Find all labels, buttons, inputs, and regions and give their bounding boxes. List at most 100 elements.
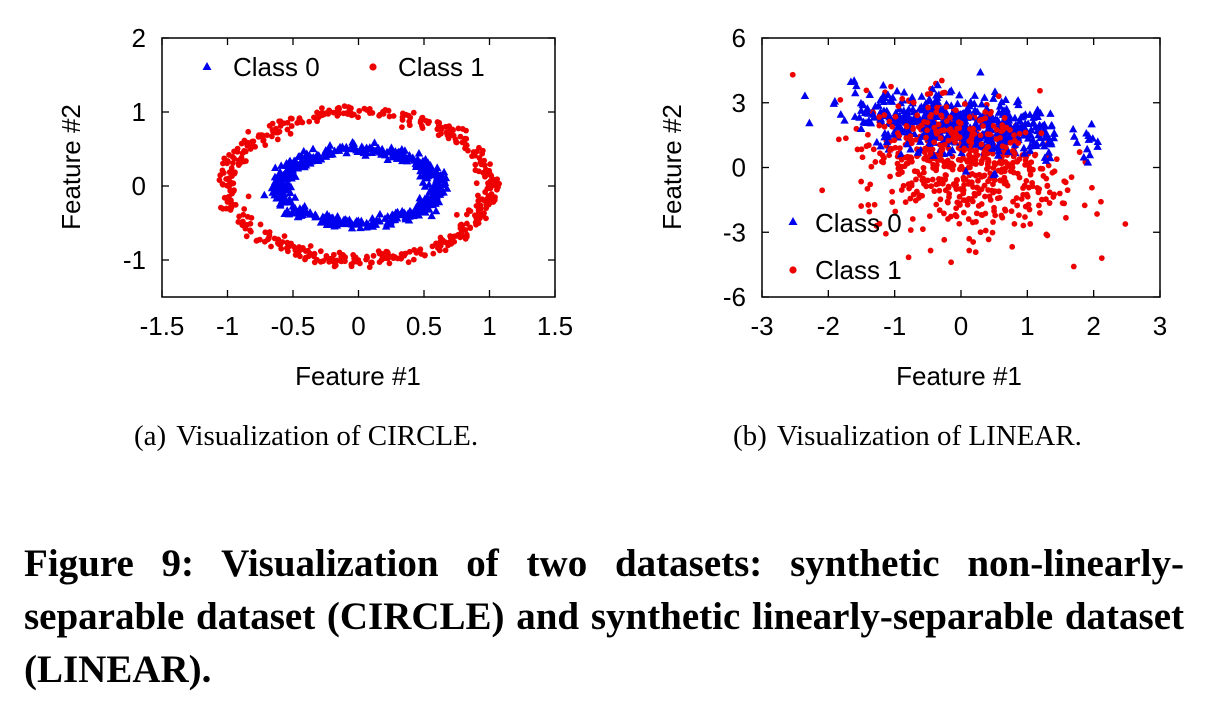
linear-class0-point: [1084, 135, 1093, 143]
linear-class1-point: [945, 137, 952, 144]
linear-class1-point: [977, 229, 984, 236]
circle-class1-point: [248, 214, 255, 221]
circle-class1-point: [318, 112, 324, 119]
linear-class0-point: [836, 110, 846, 118]
linear-class1-point: [1034, 185, 1041, 191]
circle-class0-point: [386, 220, 396, 228]
linear-class1-point: [896, 163, 902, 170]
circle-class0-point: [432, 192, 441, 201]
linear-class0-point: [1033, 105, 1042, 114]
linear-class1-point: [871, 201, 878, 208]
linear-class0-point: [1004, 147, 1013, 155]
linear-class0-point: [1001, 105, 1011, 114]
circle-class0-point: [433, 184, 443, 192]
circle-class0-point: [425, 187, 434, 196]
linear-class1-point: [886, 152, 893, 159]
linear-class0-point: [865, 90, 874, 98]
linear-data-points: [789, 67, 1129, 270]
linear-class0-point: [1019, 111, 1028, 120]
circle-class0-point: [383, 155, 392, 163]
linear-class0-point: [852, 81, 861, 90]
circle-class1-point: [318, 105, 325, 112]
linear-class1-point: [1025, 201, 1032, 208]
linear-x-tick-label: -2: [817, 311, 840, 341]
linear-x-tick-label: 1: [1020, 311, 1034, 341]
circle-class0-point: [322, 210, 332, 218]
linear-class1-point: [972, 249, 979, 256]
circle-class1-point: [457, 133, 464, 140]
circle-class1-point: [223, 194, 230, 201]
linear-class1-point: [899, 95, 906, 102]
circle-class1-point: [376, 259, 383, 266]
circle-class1-point: [345, 104, 352, 110]
circle-class1-point: [356, 108, 363, 114]
circle-class0-point: [290, 193, 300, 201]
linear-class0-point: [942, 108, 951, 117]
circle-class1-point: [475, 212, 481, 218]
circle-class1-point: [238, 219, 245, 226]
linear-class1-point: [1070, 263, 1077, 270]
linear-class1-point: [910, 99, 917, 106]
circle-class0-point: [305, 208, 315, 216]
circle-class1-point: [281, 233, 288, 240]
linear-class0-point: [882, 137, 892, 146]
linear-class1-point: [903, 123, 910, 129]
linear-class1-point: [982, 227, 989, 234]
linear-class1-point: [931, 188, 938, 195]
circle-class1-point: [288, 123, 295, 129]
linear-class1-point: [1029, 180, 1036, 186]
linear-class1-point: [941, 159, 948, 166]
circle-class1-point: [361, 105, 368, 112]
linear-class1-point: [990, 219, 996, 225]
linear-class1-point: [907, 227, 914, 233]
circle-class1-point: [473, 202, 480, 209]
linear-x-axis-label: Feature #1: [896, 361, 1022, 391]
linear-class0-point: [987, 113, 997, 121]
linear-class1-point: [1044, 183, 1051, 190]
circle-class1-point: [461, 233, 468, 240]
circle-class1-point: [242, 225, 249, 232]
circle-class1-point: [275, 236, 282, 243]
circle-x-tick-label: 1: [482, 311, 496, 341]
linear-class1-point: [979, 212, 986, 219]
circle-class1-point: [486, 167, 493, 174]
circle-x-tick-label: 1.5: [537, 311, 573, 341]
circle-class1-point: [243, 233, 250, 240]
linear-class1-point: [1001, 174, 1008, 181]
circle-class0-point: [406, 208, 415, 216]
linear-class1-point: [984, 131, 991, 138]
linear-class0-point: [1015, 116, 1025, 125]
linear-class0-point: [970, 105, 980, 114]
linear-class1-point: [927, 247, 934, 254]
linear-class1-point: [1046, 189, 1053, 196]
linear-class1-point: [948, 259, 954, 266]
circle-legend-class0-label: Class 0: [233, 52, 320, 82]
circle-class1-point: [473, 180, 480, 187]
circle-class0-point: [401, 213, 411, 222]
linear-class1-point: [933, 109, 940, 116]
linear-class1-point: [1014, 202, 1021, 209]
subcaption-b-tag: (b): [733, 420, 767, 452]
linear-class1-point: [1011, 220, 1018, 227]
linear-class0-point: [1023, 119, 1033, 128]
circle-class1-point: [484, 185, 491, 192]
linear-class1-point: [879, 152, 886, 159]
linear-class1-point: [921, 180, 927, 187]
circle-class1-point: [239, 150, 246, 157]
linear-class1-point: [888, 83, 894, 90]
linear-class1-point: [859, 154, 866, 161]
linear-class1-point: [1008, 208, 1015, 215]
linear-class0-point: [982, 135, 991, 144]
linear-class1-point: [980, 123, 986, 129]
circle-class1-point: [342, 258, 348, 265]
circle-class0-point: [286, 188, 295, 196]
circle-class0-point: [441, 173, 451, 182]
linear-class1-point: [960, 209, 967, 216]
circle-class1-point: [236, 157, 243, 164]
circle-class0-point: [431, 206, 441, 215]
linear-class1-point: [973, 210, 980, 217]
linear-class1-point: [1032, 151, 1039, 158]
linear-class1-point: [1056, 190, 1063, 197]
